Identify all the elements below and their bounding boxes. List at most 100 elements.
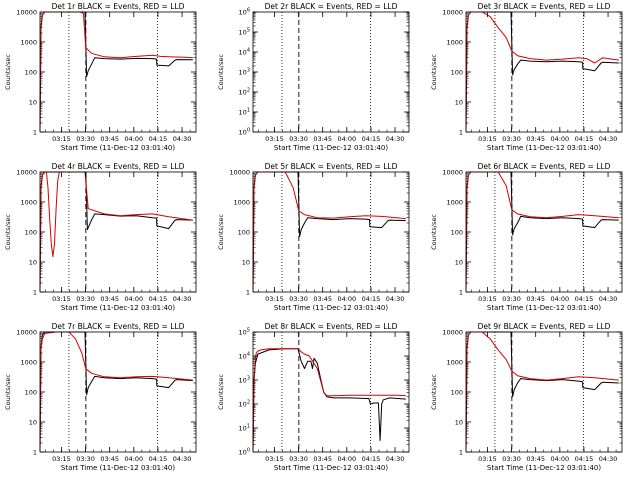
x-tick-label: 03:45 — [313, 455, 332, 463]
y-tick-label: 10000 — [16, 329, 37, 337]
y-axis-label: Counts/sec — [4, 374, 12, 410]
x-tick-label: 04:00 — [124, 295, 143, 303]
y-tick-label: 10000 — [16, 169, 37, 177]
y-tick-label: 10000 — [442, 9, 463, 17]
x-tick-label: 03:45 — [526, 135, 545, 143]
x-tick-label: 04:30 — [599, 455, 618, 463]
series-line-lld — [465, 331, 619, 451]
chart-panel-7: Det 7r BLACK = Events, RED = LLD 1 10 100 10… — [4, 322, 197, 472]
chart-title: Det 8r BLACK = Events, RED = LLD — [265, 322, 398, 331]
x-axis-label: Start Time (11-Dec-12 03:01:40) — [61, 304, 175, 312]
chart-panel-5: Det 5r BLACK = Events, RED = LLD 1 10 100 10… — [217, 162, 410, 312]
chart-title: Det 5r BLACK = Events, RED = LLD — [265, 162, 398, 171]
y-tick-label: 100 — [25, 229, 37, 237]
x-tick-label: 03:30 — [502, 295, 521, 303]
x-tick-label: 03:30 — [289, 455, 308, 463]
y-axis-label: Counts/sec — [4, 54, 12, 90]
x-tick-label: 04:30 — [386, 455, 405, 463]
y-tick-label: 1 — [459, 289, 463, 297]
x-tick-label: 03:15 — [265, 135, 284, 143]
chart-title: Det 3r BLACK = Events, RED = LLD — [478, 2, 611, 11]
chart-panel-3: Det 3r BLACK = Events, RED = LLD 1 10 100 10… — [430, 2, 623, 152]
chart-title: Det 7r BLACK = Events, RED = LLD — [52, 322, 185, 331]
x-tick-label: 03:30 — [502, 135, 521, 143]
x-tick-label: 03:15 — [52, 295, 71, 303]
y-tick-label: 1000 — [20, 39, 37, 47]
series-line-lld — [39, 11, 193, 131]
y-tick-label: 105 — [239, 328, 250, 337]
chart-panel-1: Det 1r BLACK = Events, RED = LLD 1 10 100 10… — [4, 2, 197, 152]
chart-panel-2: Det 2r BLACK = Events, RED = LLD 100 101 10… — [217, 2, 410, 152]
x-tick-label: 03:30 — [289, 295, 308, 303]
y-tick-label: 104 — [239, 48, 250, 57]
x-tick-label: 04:15 — [362, 455, 381, 463]
x-axis-label: Start Time (11-Dec-12 03:01:40) — [274, 144, 388, 152]
x-tick-label: 03:45 — [100, 135, 119, 143]
y-tick-label: 10 — [455, 259, 463, 267]
y-tick-label: 10 — [29, 259, 37, 267]
y-axis-label: Counts/sec — [217, 374, 225, 410]
x-axis-label: Start Time (11-Dec-12 03:01:40) — [61, 464, 175, 472]
x-tick-label: 04:30 — [173, 135, 192, 143]
y-tick-label: 1000 — [233, 199, 250, 207]
y-tick-label: 10000 — [442, 169, 463, 177]
x-axis-label: Start Time (11-Dec-12 03:01:40) — [274, 304, 388, 312]
x-tick-label: 04:15 — [149, 135, 168, 143]
y-tick-label: 100 — [25, 69, 37, 77]
y-tick-label: 103 — [239, 376, 250, 385]
x-tick-label: 04:30 — [386, 135, 405, 143]
x-tick-label: 04:30 — [599, 135, 618, 143]
chart-title: Det 1r BLACK = Events, RED = LLD — [52, 2, 185, 11]
y-tick-label: 103 — [239, 68, 250, 77]
x-tick-label: 04:00 — [337, 455, 356, 463]
y-tick-label: 1000 — [446, 199, 463, 207]
x-tick-label: 04:15 — [575, 135, 594, 143]
x-tick-label: 04:30 — [599, 295, 618, 303]
x-tick-label: 04:00 — [337, 295, 356, 303]
x-tick-label: 03:45 — [526, 295, 545, 303]
series-line-lld — [465, 171, 619, 291]
x-tick-label: 04:00 — [550, 135, 569, 143]
y-tick-label: 1 — [459, 449, 463, 457]
x-tick-label: 04:30 — [173, 455, 192, 463]
x-tick-label: 03:15 — [265, 295, 284, 303]
chart-panel-4: Det 4r BLACK = Events, RED = LLD 1 10 100 10… — [4, 162, 197, 312]
chart-panel-9: Det 9r BLACK = Events, RED = LLD 1 10 100 10… — [430, 322, 623, 472]
x-tick-label: 03:30 — [76, 135, 95, 143]
y-tick-label: 100 — [239, 128, 250, 137]
series-line-lld — [465, 11, 619, 131]
series-line-lld — [39, 331, 193, 451]
x-tick-label: 04:00 — [550, 295, 569, 303]
y-tick-label: 100 — [238, 229, 250, 237]
chart-panel-6: Det 6r BLACK = Events, RED = LLD 1 10 100 10… — [430, 162, 623, 312]
y-tick-label: 10 — [29, 419, 37, 427]
x-tick-label: 04:30 — [386, 295, 405, 303]
y-axis-label: Counts/sec — [4, 214, 12, 250]
y-tick-label: 106 — [239, 8, 250, 17]
y-tick-label: 10 — [455, 99, 463, 107]
y-tick-label: 100 — [451, 389, 463, 397]
x-tick-label: 03:15 — [265, 455, 284, 463]
x-tick-label: 03:15 — [478, 135, 497, 143]
chart-title: Det 4r BLACK = Events, RED = LLD — [52, 162, 185, 171]
chart-title: Det 2r BLACK = Events, RED = LLD — [265, 2, 398, 11]
y-tick-label: 101 — [239, 424, 250, 433]
y-tick-label: 10 — [242, 259, 250, 267]
x-tick-label: 03:45 — [100, 295, 119, 303]
x-tick-label: 03:30 — [502, 455, 521, 463]
x-tick-label: 04:15 — [575, 295, 594, 303]
y-tick-label: 1 — [33, 289, 37, 297]
y-tick-label: 100 — [451, 229, 463, 237]
y-tick-label: 10000 — [229, 169, 250, 177]
y-axis-label: Counts/sec — [430, 374, 438, 410]
y-tick-label: 100 — [239, 448, 250, 457]
x-tick-label: 03:30 — [76, 295, 95, 303]
x-axis-label: Start Time (11-Dec-12 03:01:40) — [487, 464, 601, 472]
x-tick-label: 03:15 — [52, 135, 71, 143]
series-line-lld — [252, 348, 406, 452]
y-tick-label: 1 — [246, 289, 250, 297]
y-tick-label: 104 — [239, 352, 250, 361]
y-tick-label: 1000 — [20, 359, 37, 367]
x-tick-label: 04:30 — [173, 295, 192, 303]
